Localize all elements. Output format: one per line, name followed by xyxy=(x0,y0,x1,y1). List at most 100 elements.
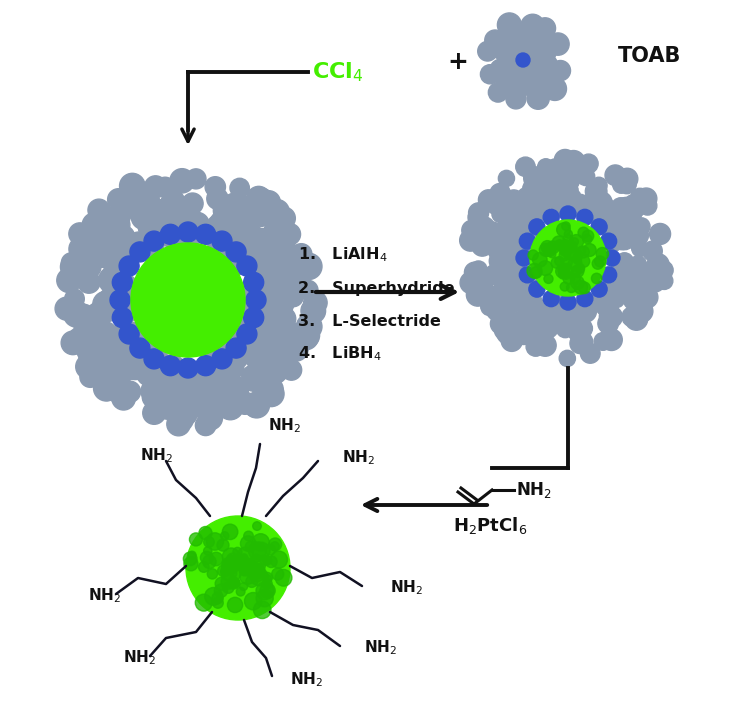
Circle shape xyxy=(494,320,514,340)
Circle shape xyxy=(562,257,572,268)
Circle shape xyxy=(608,227,631,249)
Circle shape xyxy=(484,264,505,284)
Circle shape xyxy=(629,256,646,273)
Circle shape xyxy=(520,304,540,324)
Circle shape xyxy=(136,350,157,370)
Circle shape xyxy=(115,193,136,214)
Circle shape xyxy=(610,260,632,281)
Circle shape xyxy=(155,395,180,419)
Circle shape xyxy=(223,205,244,226)
Circle shape xyxy=(492,205,508,223)
Circle shape xyxy=(167,376,194,402)
Circle shape xyxy=(238,560,248,570)
Circle shape xyxy=(160,355,184,380)
Circle shape xyxy=(144,231,164,251)
Circle shape xyxy=(494,41,512,60)
Circle shape xyxy=(94,364,119,389)
Circle shape xyxy=(572,265,584,277)
Circle shape xyxy=(230,578,240,588)
Circle shape xyxy=(488,223,504,240)
Circle shape xyxy=(607,201,630,225)
Circle shape xyxy=(249,345,274,370)
Circle shape xyxy=(259,205,280,227)
Circle shape xyxy=(574,280,588,294)
Circle shape xyxy=(261,295,284,319)
Circle shape xyxy=(87,240,113,266)
Circle shape xyxy=(165,218,185,239)
Circle shape xyxy=(566,301,589,324)
Circle shape xyxy=(183,552,197,566)
Circle shape xyxy=(248,240,272,264)
Circle shape xyxy=(206,370,225,388)
Circle shape xyxy=(560,313,578,330)
Circle shape xyxy=(595,256,605,267)
Circle shape xyxy=(547,241,560,254)
Circle shape xyxy=(571,276,584,289)
Circle shape xyxy=(98,242,119,264)
Text: NH$_2$: NH$_2$ xyxy=(390,579,423,597)
Circle shape xyxy=(518,192,536,211)
Circle shape xyxy=(202,555,216,569)
Circle shape xyxy=(271,338,296,363)
Circle shape xyxy=(526,331,543,349)
Circle shape xyxy=(244,592,262,610)
Circle shape xyxy=(232,252,251,270)
Circle shape xyxy=(507,58,526,77)
Circle shape xyxy=(112,387,135,410)
Circle shape xyxy=(612,259,634,281)
Circle shape xyxy=(585,181,607,202)
Circle shape xyxy=(496,266,514,284)
Circle shape xyxy=(611,229,630,248)
Circle shape xyxy=(110,260,133,282)
Circle shape xyxy=(529,178,550,200)
Circle shape xyxy=(61,255,85,279)
Circle shape xyxy=(460,230,482,251)
Circle shape xyxy=(231,324,252,345)
Circle shape xyxy=(492,35,516,59)
Circle shape xyxy=(512,220,530,237)
Circle shape xyxy=(498,171,514,186)
Circle shape xyxy=(617,175,636,193)
Circle shape xyxy=(160,363,181,385)
Circle shape xyxy=(232,322,252,342)
Circle shape xyxy=(166,412,190,436)
Circle shape xyxy=(272,240,298,265)
Circle shape xyxy=(226,556,236,565)
Circle shape xyxy=(99,288,121,309)
Circle shape xyxy=(119,382,139,401)
Circle shape xyxy=(76,355,100,379)
Circle shape xyxy=(254,269,278,294)
Circle shape xyxy=(198,379,218,400)
Circle shape xyxy=(562,240,571,248)
Circle shape xyxy=(525,55,548,78)
Circle shape xyxy=(617,223,640,245)
Circle shape xyxy=(494,269,517,293)
Circle shape xyxy=(144,349,167,373)
Circle shape xyxy=(223,557,235,570)
Circle shape xyxy=(130,242,150,262)
Circle shape xyxy=(601,306,622,328)
Circle shape xyxy=(556,320,574,338)
Circle shape xyxy=(136,191,160,214)
Circle shape xyxy=(610,284,629,303)
Circle shape xyxy=(285,264,306,285)
Circle shape xyxy=(594,197,615,218)
Circle shape xyxy=(140,197,166,223)
Circle shape xyxy=(272,307,296,331)
Circle shape xyxy=(577,209,592,225)
Circle shape xyxy=(224,196,248,220)
Circle shape xyxy=(227,241,251,265)
Circle shape xyxy=(104,267,124,287)
Circle shape xyxy=(155,177,175,197)
Circle shape xyxy=(559,263,573,277)
Circle shape xyxy=(248,542,266,560)
Circle shape xyxy=(472,217,495,240)
Circle shape xyxy=(466,230,486,250)
Circle shape xyxy=(94,297,118,322)
Circle shape xyxy=(592,258,604,269)
Circle shape xyxy=(193,399,212,418)
Circle shape xyxy=(489,251,509,271)
Circle shape xyxy=(238,558,256,576)
Circle shape xyxy=(186,169,206,189)
Circle shape xyxy=(482,289,500,308)
